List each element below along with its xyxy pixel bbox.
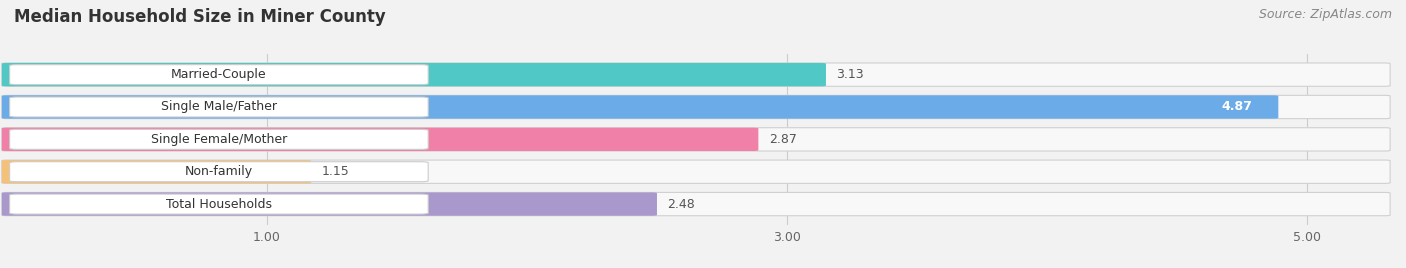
- FancyBboxPatch shape: [1, 63, 1391, 86]
- Text: Non-family: Non-family: [184, 165, 253, 178]
- FancyBboxPatch shape: [10, 97, 429, 117]
- FancyBboxPatch shape: [10, 162, 429, 182]
- Text: 2.87: 2.87: [769, 133, 797, 146]
- Text: 4.87: 4.87: [1222, 100, 1253, 113]
- Text: Source: ZipAtlas.com: Source: ZipAtlas.com: [1258, 8, 1392, 21]
- FancyBboxPatch shape: [1, 128, 1391, 151]
- Text: 2.48: 2.48: [668, 198, 695, 211]
- Text: 1.15: 1.15: [322, 165, 349, 178]
- Text: Married-Couple: Married-Couple: [172, 68, 267, 81]
- FancyBboxPatch shape: [1, 160, 1391, 183]
- FancyBboxPatch shape: [1, 95, 1278, 119]
- FancyBboxPatch shape: [1, 128, 758, 151]
- FancyBboxPatch shape: [1, 160, 311, 183]
- FancyBboxPatch shape: [10, 194, 429, 214]
- FancyBboxPatch shape: [1, 95, 1391, 119]
- Text: Total Households: Total Households: [166, 198, 271, 211]
- Text: Median Household Size in Miner County: Median Household Size in Miner County: [14, 8, 385, 26]
- Text: Single Female/Mother: Single Female/Mother: [150, 133, 287, 146]
- FancyBboxPatch shape: [10, 65, 429, 85]
- FancyBboxPatch shape: [1, 192, 657, 216]
- FancyBboxPatch shape: [1, 192, 1391, 216]
- FancyBboxPatch shape: [10, 129, 429, 149]
- Text: Single Male/Father: Single Male/Father: [160, 100, 277, 113]
- FancyBboxPatch shape: [1, 63, 825, 86]
- Text: 3.13: 3.13: [837, 68, 863, 81]
